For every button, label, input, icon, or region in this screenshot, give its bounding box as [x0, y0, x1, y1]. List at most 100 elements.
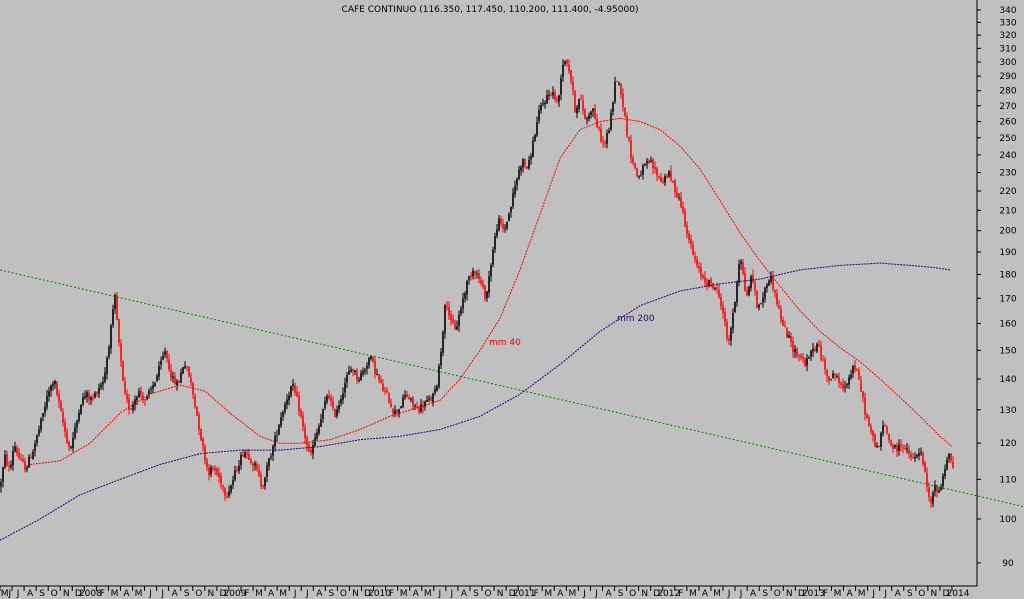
- candle-body: [142, 395, 144, 400]
- candle-body: [188, 366, 190, 377]
- candle-body: [366, 365, 368, 369]
- candle-body: [680, 197, 682, 208]
- candle-body: [284, 404, 286, 412]
- candle-body: [440, 352, 442, 366]
- candle-body: [464, 293, 466, 299]
- candle-body: [834, 373, 836, 376]
- candle-body: [570, 70, 572, 82]
- x-tick-label: M: [568, 589, 576, 599]
- candle-body: [776, 293, 778, 305]
- x-tick-label: J: [883, 589, 887, 599]
- candle-body: [42, 413, 44, 418]
- candle-body: [504, 227, 506, 229]
- candle-body: [344, 383, 346, 393]
- x-tick-label: D: [942, 589, 949, 599]
- candle-body: [410, 398, 412, 400]
- candle-body: [250, 459, 252, 463]
- candle-body: [634, 162, 636, 169]
- candle-body: [940, 486, 942, 490]
- candle-body: [186, 366, 188, 368]
- candle-body: [246, 452, 248, 454]
- candle-body: [754, 281, 756, 291]
- candle-body: [832, 373, 834, 379]
- candle-body: [160, 360, 162, 365]
- candle-body: [92, 398, 94, 400]
- candle-body: [372, 356, 374, 362]
- candle-body: [718, 289, 720, 297]
- candle-body: [522, 158, 524, 168]
- candle-body: [824, 359, 826, 370]
- candle-body: [678, 197, 680, 199]
- x-tick-label: J: [594, 589, 598, 599]
- candle-body: [502, 223, 504, 229]
- candle-body: [316, 432, 318, 439]
- candle-body: [370, 355, 372, 359]
- x-tick-label: F: [389, 589, 394, 599]
- candle-body: [584, 109, 586, 120]
- candle-body: [468, 276, 470, 280]
- candle-body: [348, 371, 350, 375]
- candle-body: [44, 406, 46, 413]
- candle-body: [340, 399, 342, 404]
- candle-body: [826, 370, 828, 377]
- candle-body: [508, 213, 510, 222]
- candle-body: [406, 393, 408, 397]
- candle-body: [484, 286, 486, 300]
- y-tick-label: 110: [999, 475, 1016, 485]
- candle-body: [636, 168, 638, 177]
- candle-body: [530, 156, 532, 160]
- y-tick-label: 240: [999, 151, 1016, 161]
- y-tick-label: 220: [999, 187, 1016, 197]
- candle-body: [546, 95, 548, 104]
- candle-body: [24, 461, 26, 471]
- y-tick-label: 160: [999, 319, 1016, 329]
- candle-body: [114, 295, 116, 309]
- candle-body: [888, 433, 890, 440]
- candle-body: [194, 395, 196, 407]
- candle-body: [322, 409, 324, 419]
- x-tick-label: 2012: [657, 589, 680, 599]
- candle-body: [234, 470, 236, 480]
- candle-body: [702, 275, 704, 279]
- candle-body: [288, 395, 290, 401]
- candle-body: [70, 447, 72, 449]
- candle-body: [944, 468, 946, 477]
- candle-body: [228, 491, 230, 496]
- x-tick-label: N: [352, 589, 359, 599]
- x-tick-label: O: [51, 589, 58, 599]
- candle-body: [602, 140, 604, 143]
- x-tick-label: D: [364, 589, 371, 599]
- x-tick-label: A: [123, 589, 130, 599]
- candle-body: [26, 467, 28, 470]
- candle-body: [274, 435, 276, 447]
- candle-body: [748, 287, 750, 296]
- candle-body: [100, 384, 102, 388]
- candle-body: [426, 399, 428, 402]
- candles-layer: [0, 59, 954, 508]
- candle-body: [232, 480, 234, 486]
- candle-body: [216, 468, 218, 474]
- candle-body: [398, 409, 400, 413]
- candle-body: [82, 397, 84, 405]
- x-tick-label: A: [461, 589, 468, 599]
- x-tick-label: S: [618, 589, 624, 599]
- candle-body: [878, 445, 880, 447]
- y-axis: 90 100 110 120 130 140 150 160 170 180 190 200 210 22…: [977, 6, 1017, 569]
- x-tick-label: 2011: [513, 589, 536, 599]
- candle-body: [382, 383, 384, 391]
- candle-body: [912, 457, 914, 459]
- candle-body: [64, 422, 66, 432]
- x-tick-label: N: [207, 589, 214, 599]
- candle-body: [430, 397, 432, 401]
- candle-body: [548, 94, 550, 96]
- x-tick-label: J: [16, 589, 20, 599]
- candle-body: [618, 82, 620, 84]
- candle-body: [404, 395, 406, 398]
- candle-body: [542, 103, 544, 105]
- candle-body: [802, 356, 804, 359]
- candle-body: [256, 464, 258, 470]
- candle-body: [750, 276, 752, 288]
- candle-body: [346, 375, 348, 383]
- candle-body: [30, 457, 32, 459]
- candle-body: [538, 110, 540, 121]
